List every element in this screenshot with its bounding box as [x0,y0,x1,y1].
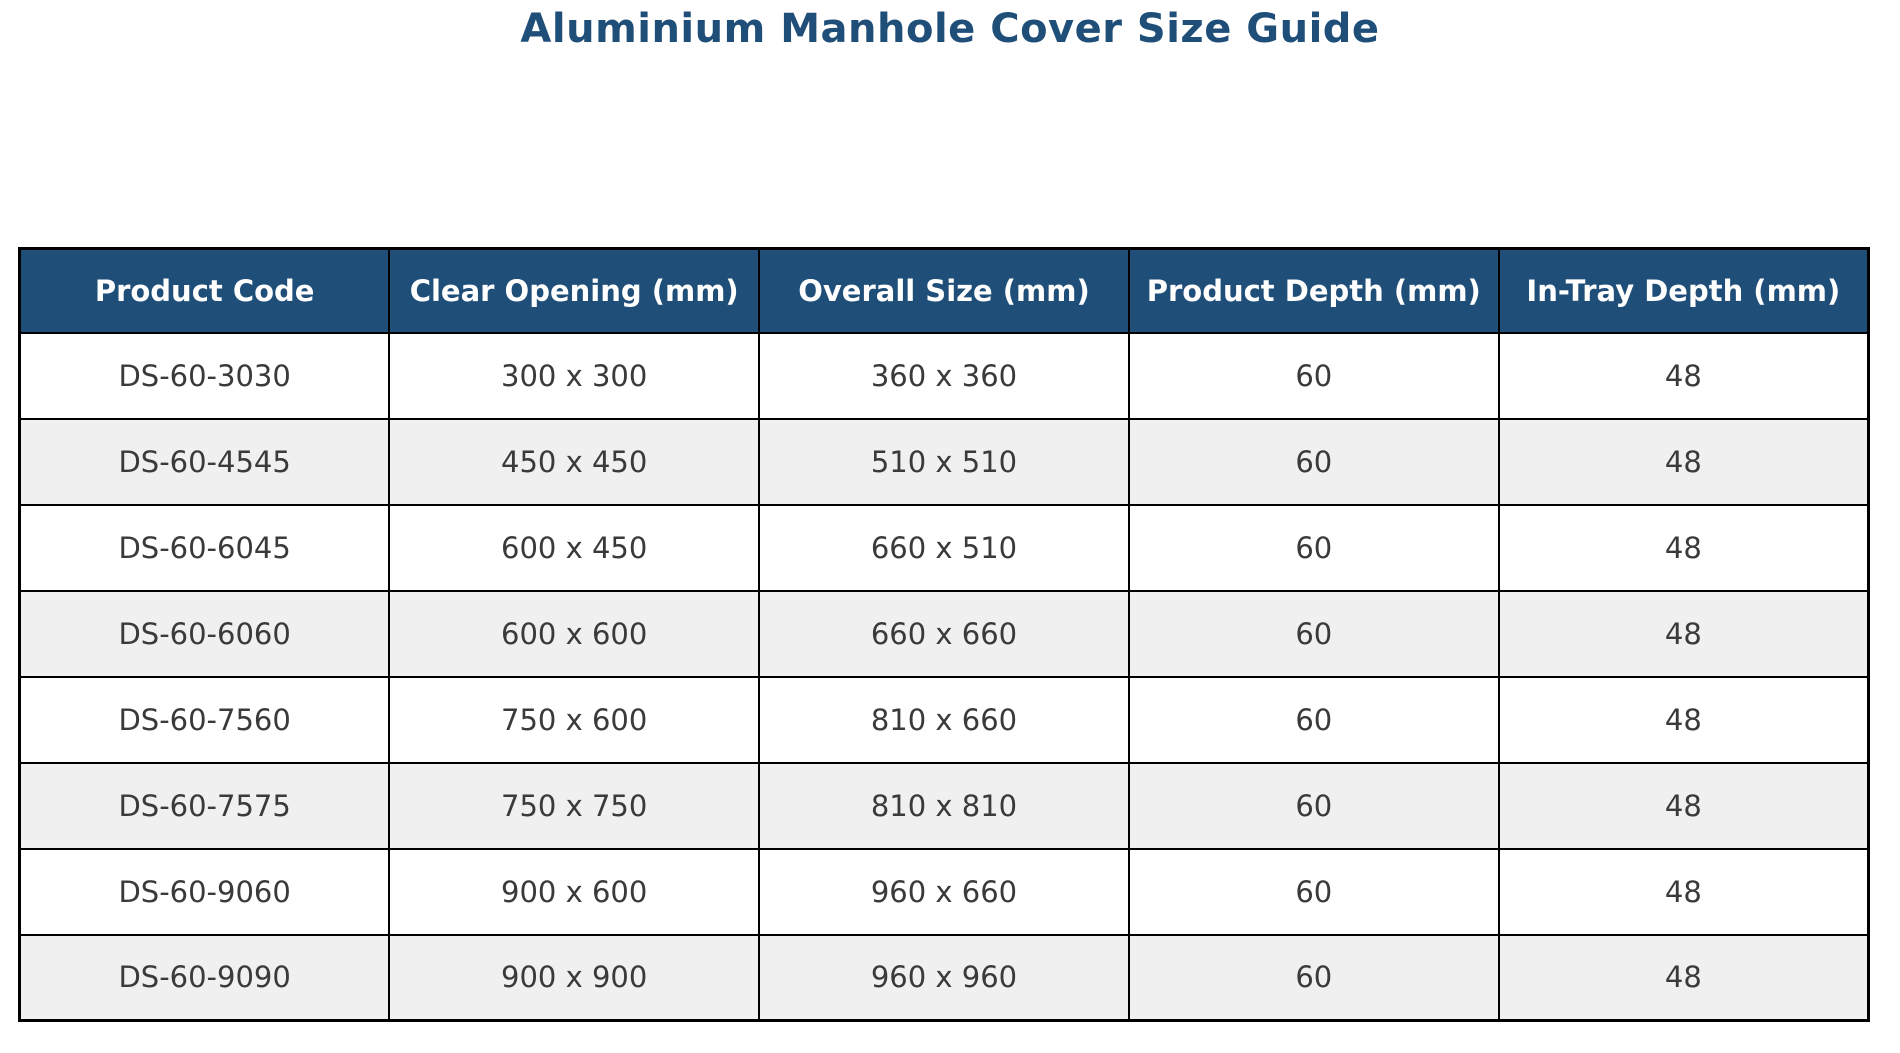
table-cell: 450 x 450 [388,417,761,506]
table-cell: 750 x 750 [388,761,761,850]
table-cell: 60 [1127,675,1500,764]
table-cell: 60 [1127,933,1500,1022]
column-header: Clear Opening (mm) [388,247,761,334]
table-row: DS-60-4545 450 x 450 510 x 510 60 48 [18,417,1870,506]
page-title: Aluminium Manhole Cover Size Guide [520,6,1380,52]
table-cell: 660 x 660 [758,589,1130,678]
table-header: Product Code Clear Opening (mm) Overall Si… [18,247,1870,334]
table-cell: 48 [1497,675,1870,764]
table-cell: 48 [1497,417,1870,506]
table-cell: 60 [1127,331,1500,420]
table-body: DS-60-3030 300 x 300 360 x 360 60 48 DS-60-45… [18,331,1870,1022]
table-cell: 600 x 600 [388,589,761,678]
table-cell: 48 [1497,589,1870,678]
table-cell: 360 x 360 [758,331,1130,420]
table-cell: 60 [1127,589,1500,678]
table-row: DS-60-9060 900 x 600 960 x 660 60 48 [18,847,1870,936]
table-cell: DS-60-4545 [18,417,391,506]
size-guide-table: Product Code Clear Opening (mm) Overall Si… [18,247,1870,1022]
table-cell: DS-60-7560 [18,675,391,764]
table-cell: 510 x 510 [758,417,1130,506]
table-cell: DS-60-6060 [18,589,391,678]
table-cell: 600 x 450 [388,503,761,592]
table-row: DS-60-7575 750 x 750 810 x 810 60 48 [18,761,1870,850]
table-cell: 750 x 600 [388,675,761,764]
table-row: DS-60-7560 750 x 600 810 x 660 60 48 [18,675,1870,764]
column-header: Overall Size (mm) [758,247,1130,334]
table-cell: 60 [1127,503,1500,592]
table-cell: 48 [1497,503,1870,592]
table-cell: 300 x 300 [388,331,761,420]
column-header: In-Tray Depth (mm) [1497,247,1870,334]
table-cell: 900 x 600 [388,847,761,936]
table-cell: 960 x 660 [758,847,1130,936]
table-cell: DS-60-6045 [18,503,391,592]
table-cell: DS-60-3030 [18,331,391,420]
header-row: Product Code Clear Opening (mm) Overall Si… [18,247,1870,334]
table-cell: 660 x 510 [758,503,1130,592]
table-cell: DS-60-9060 [18,847,391,936]
table-row: DS-60-6045 600 x 450 660 x 510 60 48 [18,503,1870,592]
column-header: Product Code [18,247,391,334]
table-cell: 960 x 960 [758,933,1130,1022]
table-row: DS-60-6060 600 x 600 660 x 660 60 48 [18,589,1870,678]
table-cell: 900 x 900 [388,933,761,1022]
table-cell: DS-60-7575 [18,761,391,850]
table-cell: 48 [1497,761,1870,850]
table-row: DS-60-9090 900 x 900 960 x 960 60 48 [18,933,1870,1022]
table-cell: 48 [1497,331,1870,420]
table-cell: 48 [1497,847,1870,936]
table-row: DS-60-3030 300 x 300 360 x 360 60 48 [18,331,1870,420]
column-header: Product Depth (mm) [1127,247,1500,334]
table-cell: 48 [1497,933,1870,1022]
table-cell: 60 [1127,417,1500,506]
table-cell: 60 [1127,847,1500,936]
table-cell: 810 x 810 [758,761,1130,850]
table-cell: 60 [1127,761,1500,850]
table-cell: DS-60-9090 [18,933,391,1022]
table-cell: 810 x 660 [758,675,1130,764]
